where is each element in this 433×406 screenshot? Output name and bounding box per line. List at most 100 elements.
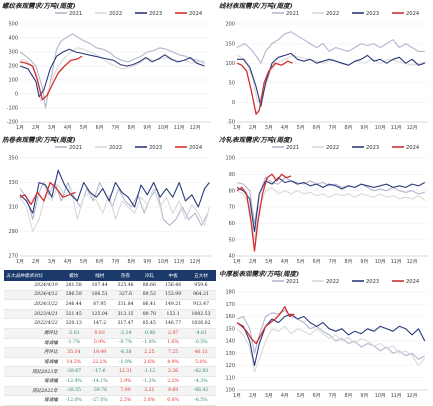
plate-chart-panel: 中厚板表观需求/万吨(周度) 2021 2022 2023 2024 100 110 120…: [217, 268, 433, 400]
table-cell: 4.9%: [160, 357, 186, 368]
table-row: 周环比 -5.01 0.93 -2.14 -0.86 2.47 -4.61: [4, 328, 216, 339]
row-label: 增减幅: [4, 395, 61, 406]
y-tick-label: 90: [229, 172, 235, 178]
series-line-2021: [236, 31, 425, 64]
y-tick-label: 150: [225, 326, 235, 332]
table-row: 同比2022年 -38.55 -39.76 7.99 3.21 9.69 -66.42: [4, 386, 216, 397]
x-tick-label: 2月: [249, 125, 257, 131]
table-cell: 9.69: [160, 386, 186, 397]
series-line-2023: [237, 52, 425, 107]
legend-label-2021: 2021: [286, 279, 299, 285]
series-line-2024: [19, 55, 83, 101]
x-tick-label: 9月: [360, 259, 368, 265]
hotcoil-chart: 2021 2022 2023 2024 270 290 310 330 350 1月 2月 3月 4月 5…: [8, 145, 211, 265]
series-line-2023: [19, 169, 210, 214]
coldroll-chart-title: 冷轧表观需求/万吨(周度): [219, 136, 293, 144]
table-cell: 7.25: [160, 347, 186, 358]
table-row: 增减幅 -12.4% -14.1% 3.9% -1.2% 2.2% -4.3%: [4, 376, 216, 387]
table-header-cell: 五大材: [186, 270, 216, 281]
table-cell: -1.0%: [138, 338, 161, 349]
x-tick-label: 5月: [297, 393, 305, 399]
x-tick-label: 3月: [48, 259, 56, 265]
x-tick-label: 5月: [297, 125, 305, 131]
table-cell: -1.7%: [60, 338, 87, 349]
legend-label-2024: 2024: [406, 11, 420, 17]
y-tick-label: 200: [225, 22, 235, 28]
y-tick-label: 160: [225, 314, 235, 320]
legend-label-2023: 2023: [149, 145, 162, 151]
row-label: 2022/4/22: [4, 318, 61, 329]
table-cell: -2.14: [112, 328, 139, 339]
x-tick-label: 12月: [407, 393, 418, 399]
y-tick-label: 80: [229, 188, 235, 194]
x-tick-label: 6月: [96, 259, 104, 265]
legend-label-2021: 2021: [286, 145, 299, 151]
x-tick-label: 8月: [344, 393, 352, 399]
x-tick-label: 11月: [391, 393, 402, 399]
x-tick-label: 7月: [112, 125, 120, 131]
table-header-cell: 螺纹: [60, 270, 87, 281]
y-tick-label: 180: [225, 290, 235, 296]
x-tick-label: 12月: [407, 125, 418, 131]
table-cell: -12.0%: [60, 395, 87, 406]
x-tick-label: 1月: [233, 259, 241, 265]
row-label: 增减幅: [4, 357, 61, 368]
series-line-2023: [236, 313, 426, 367]
table-cell: 106.51: [86, 290, 113, 301]
x-tick-label: 9月: [143, 125, 151, 131]
table-cell: 7.99: [112, 386, 139, 397]
row-label: 2024/4/19: [4, 281, 61, 291]
y-tick-label: 110: [225, 375, 235, 381]
table-cell: 2.2%: [160, 376, 186, 387]
x-tick-label: 8月: [344, 125, 352, 131]
table-cell: 317.47: [112, 318, 139, 329]
y-tick-label: 70: [229, 205, 235, 211]
table-cell: 0.9%: [86, 338, 113, 349]
x-tick-label: 3月: [265, 393, 273, 399]
table-cell: 85.45: [138, 318, 161, 329]
table-row: 同比2023年 -39.87 -17.6 12.31 -1.12 3.36 -42.93: [4, 366, 216, 377]
table-cell: 6.6%: [160, 395, 186, 406]
x-tick-label: 4月: [64, 125, 72, 131]
table-cell: 153.99: [160, 290, 186, 301]
table-cell: 2.47: [160, 328, 186, 339]
series-line-2021: [19, 33, 205, 109]
y-tick-label: 290: [8, 229, 18, 235]
rebar-chart-title: 螺纹表观需求/万吨(周度): [2, 2, 76, 10]
table-cell: -1.9%: [112, 357, 139, 368]
y-tick-label: 400: [8, 36, 18, 42]
table-cell: 331.84: [112, 299, 139, 310]
y-tick-label: 300: [8, 50, 18, 56]
x-tick-label: 12月: [190, 125, 201, 131]
x-tick-label: 10月: [375, 125, 386, 131]
x-tick-label: 1月: [233, 125, 241, 131]
x-tick-label: 6月: [313, 393, 321, 399]
x-tick-label: 2月: [249, 393, 257, 399]
table-header-cell: 线材: [86, 270, 113, 281]
row-label: 增减幅: [4, 376, 61, 387]
table-cell: 89.78: [138, 309, 161, 320]
x-tick-label: 8月: [127, 259, 135, 265]
y-tick-label: 200: [8, 64, 18, 70]
table-cell: -5.01: [60, 328, 87, 339]
table-cell: 281.58: [60, 281, 87, 291]
x-tick-label: 6月: [313, 259, 321, 265]
table-cell: -6.38: [112, 347, 139, 358]
table-cell: 320.13: [60, 318, 87, 329]
table-cell: 286.59: [60, 290, 87, 301]
demand-comparison-table: 五大品种需求对比 螺纹 线材 热卷 冷轧 中板 五大材 2024/4/19 281…: [4, 270, 216, 406]
x-tick-label: 8月: [344, 259, 352, 265]
y-tick-label: 170: [225, 302, 235, 308]
y-tick-label: 150: [225, 41, 235, 47]
table-cell: 86.41: [138, 299, 161, 310]
x-tick-label: 10月: [158, 125, 169, 131]
table-cell: -27.0%: [86, 395, 113, 406]
x-tick-label: 3月: [265, 125, 273, 131]
legend-label-2023: 2023: [366, 145, 379, 151]
y-tick-label: 40: [229, 254, 235, 260]
row-label: 月环比: [4, 347, 61, 358]
x-tick-label: 7月: [329, 393, 337, 399]
rebar-chart-panel: 螺纹表观需求/万吨(周度) 2021 2022 2023 2024 -200 -100 0 1…: [0, 0, 216, 132]
x-tick-label: 11月: [391, 125, 402, 131]
table-cell: -12.4%: [60, 376, 87, 387]
